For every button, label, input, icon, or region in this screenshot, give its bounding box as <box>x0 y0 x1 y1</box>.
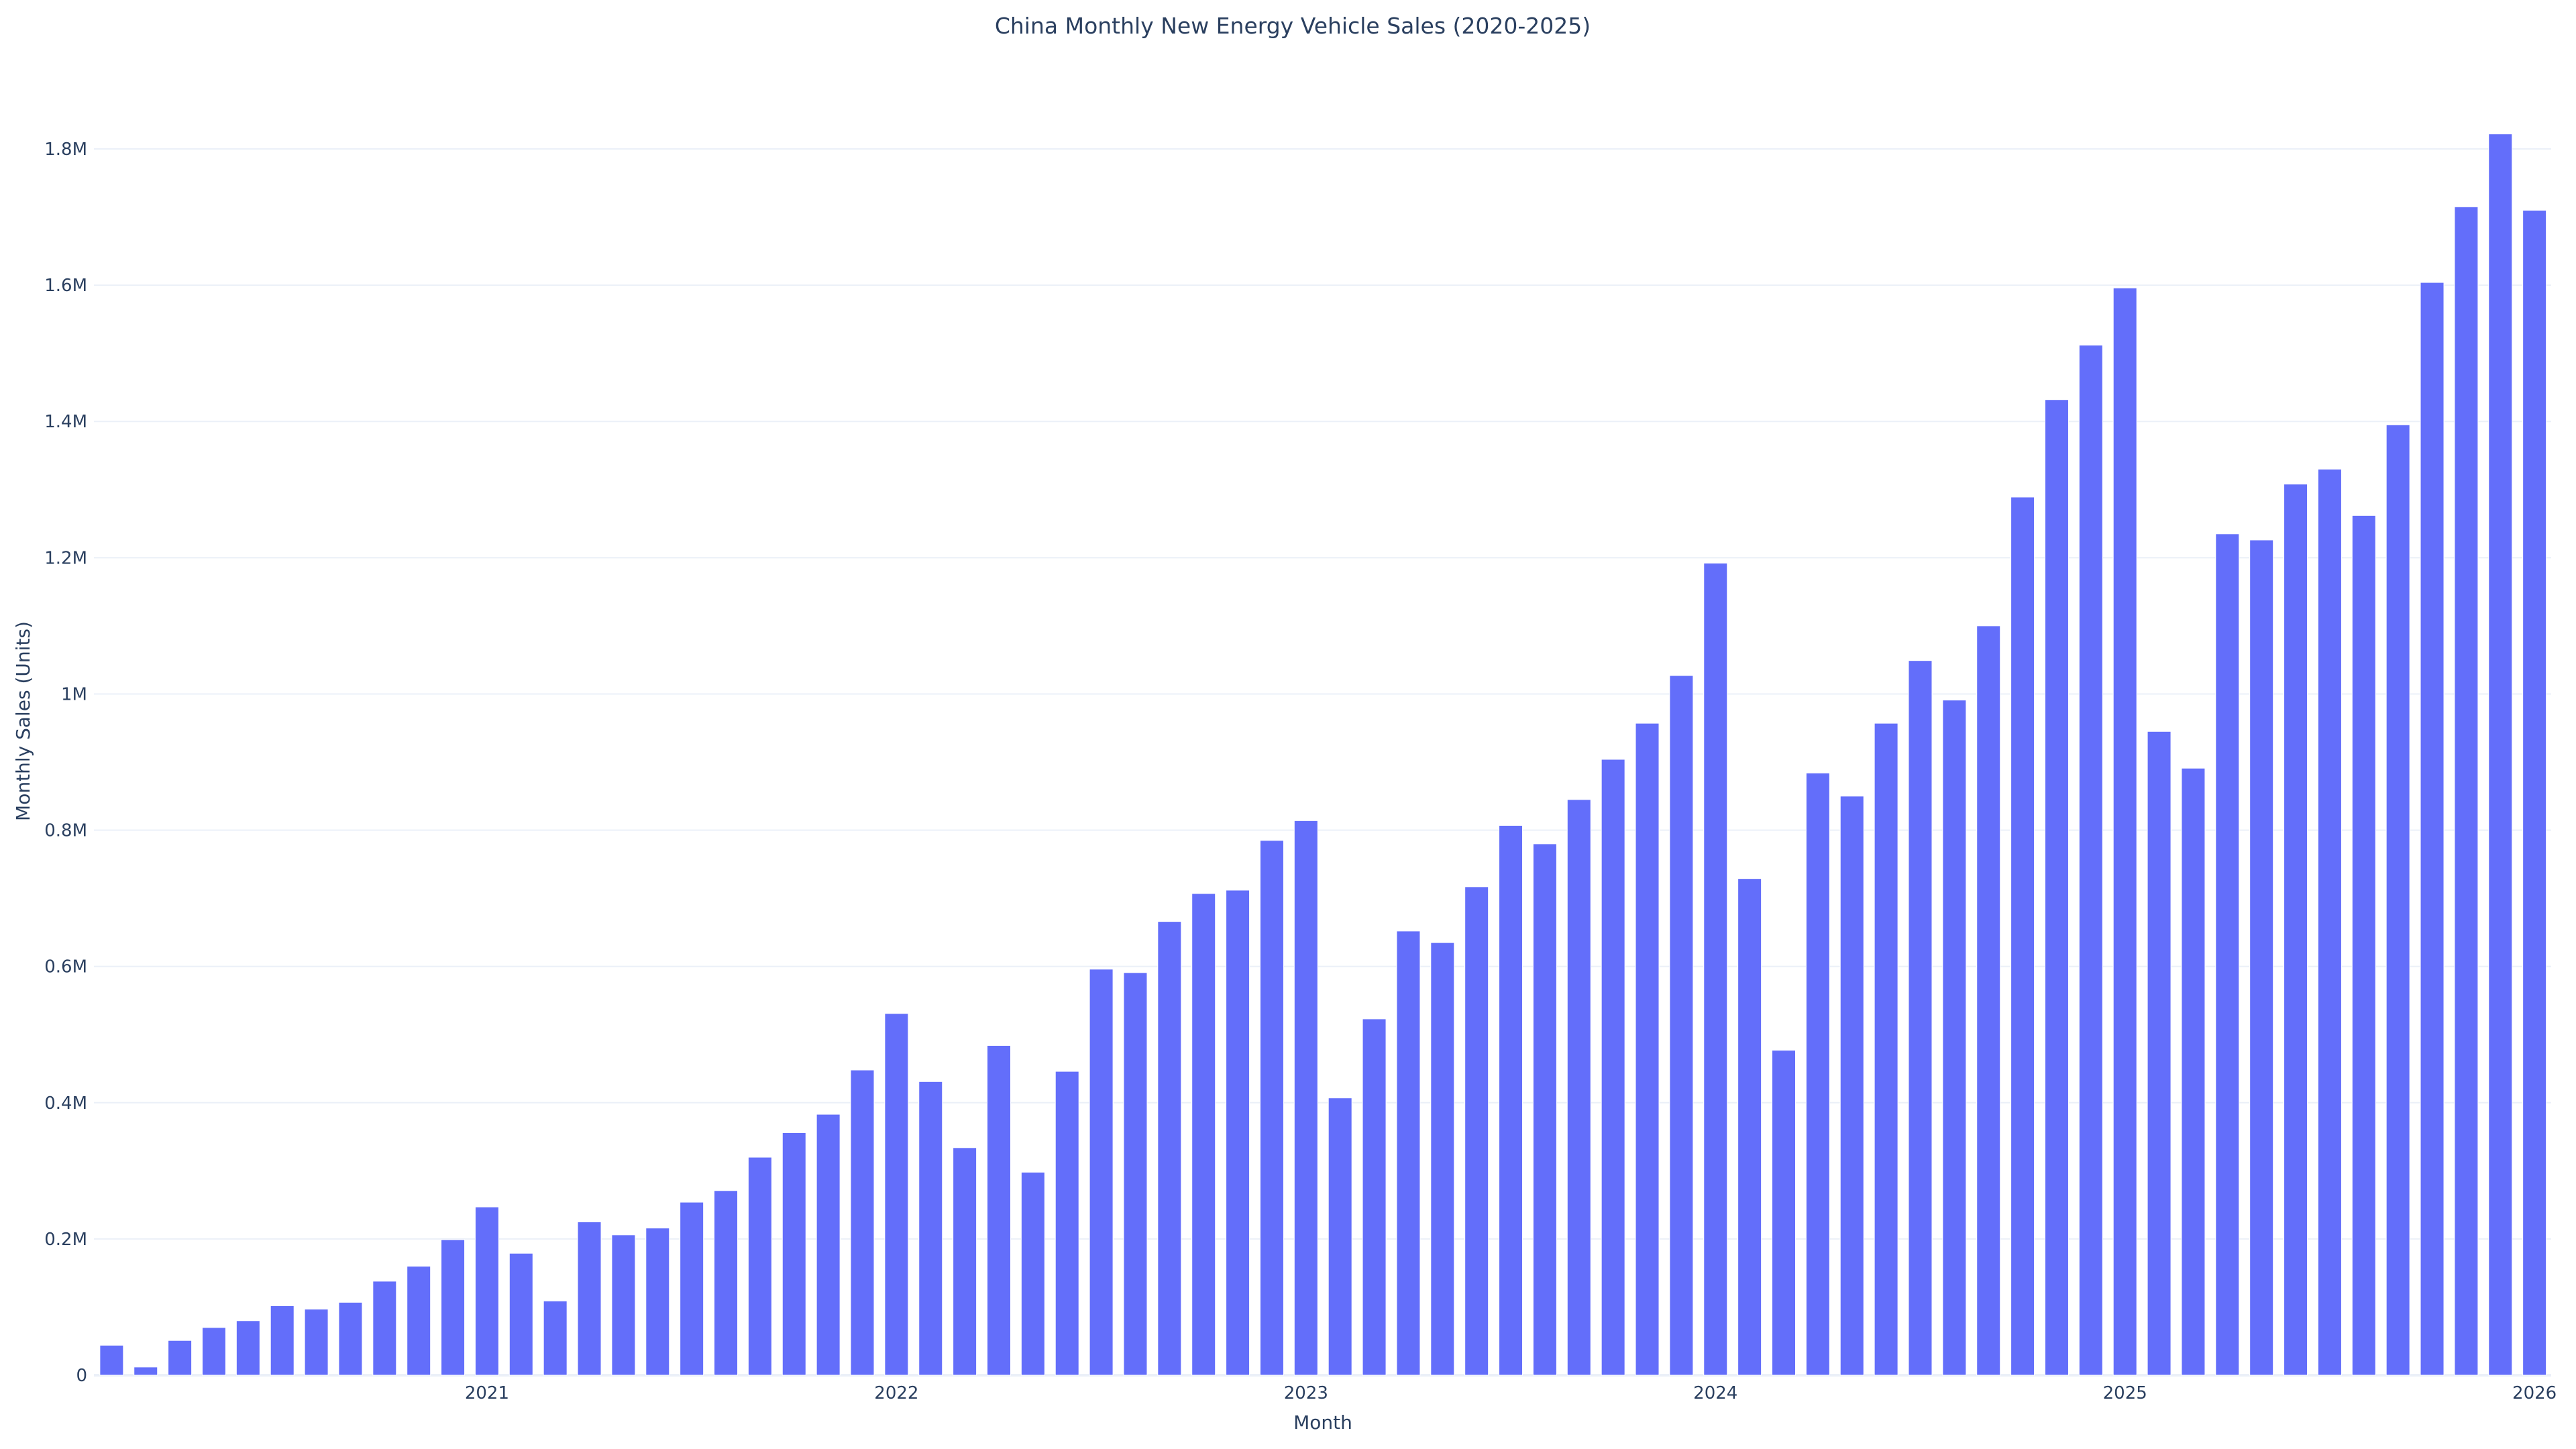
x-tick-label: 2026 <box>2512 1383 2557 1403</box>
bar <box>1908 660 1933 1376</box>
bar <box>1293 820 1318 1376</box>
bar <box>372 1281 397 1376</box>
gridlines <box>94 148 2551 1377</box>
bar <box>1430 942 1455 1376</box>
bar <box>1089 969 1114 1376</box>
bar <box>338 1301 363 1376</box>
bar <box>2249 539 2274 1376</box>
y-tick-label: 0.2M <box>44 1230 87 1250</box>
bar <box>2317 468 2342 1376</box>
bar <box>99 1344 124 1376</box>
chart-title: China Monthly New Energy Vehicle Sales (… <box>995 13 1591 39</box>
bar <box>680 1201 704 1376</box>
bar <box>611 1234 636 1376</box>
bar <box>645 1228 670 1376</box>
bar <box>1191 893 1216 1376</box>
bar <box>2215 533 2240 1376</box>
bar <box>1362 1018 1387 1376</box>
bar <box>1328 1097 1352 1376</box>
y-axis-title: Monthly Sales (Units) <box>12 621 34 821</box>
bar <box>1396 930 1421 1376</box>
bar <box>1055 1071 1079 1376</box>
bar <box>1703 562 1728 1376</box>
bars <box>99 133 2547 1376</box>
bar <box>1805 772 1830 1376</box>
bar <box>1566 799 1591 1376</box>
bar <box>1532 843 1557 1376</box>
y-axis-ticks: 0 0.2M 0.4M 0.6M 0.8M 1M 1.2M 1.4M 1.6M 1.8M <box>44 140 87 1386</box>
bar <box>850 1069 875 1376</box>
x-tick-label: 2023 <box>1284 1383 1328 1403</box>
bar <box>747 1157 772 1376</box>
bar <box>1601 759 1625 1376</box>
x-axis-ticks: 2021 2022 2023 2024 2025 2026 <box>465 1383 2557 1403</box>
bar <box>304 1308 329 1376</box>
bar <box>2454 206 2479 1376</box>
y-tick-label: 0.8M <box>44 821 87 841</box>
y-tick-label: 1.4M <box>44 412 87 432</box>
bar <box>1226 890 1250 1376</box>
y-tick-label: 0.6M <box>44 957 87 977</box>
bar <box>2147 731 2171 1376</box>
bar <box>2420 282 2445 1376</box>
bar <box>474 1206 499 1376</box>
bar <box>1737 878 1762 1376</box>
x-tick-label: 2025 <box>2103 1383 2147 1403</box>
bar <box>270 1305 294 1376</box>
bar <box>2112 287 2137 1376</box>
bar <box>2044 399 2069 1376</box>
bar <box>816 1114 841 1376</box>
bar <box>1635 722 1660 1376</box>
bar <box>2522 209 2547 1376</box>
bar <box>133 1366 158 1376</box>
x-tick-label: 2021 <box>465 1383 509 1403</box>
y-tick-label: 1.2M <box>44 548 87 568</box>
bar <box>235 1320 260 1376</box>
bar <box>2078 344 2103 1376</box>
bar <box>918 1081 943 1376</box>
bar <box>986 1044 1011 1376</box>
bar <box>1976 625 2001 1376</box>
bar <box>714 1190 739 1376</box>
x-tick-label: 2024 <box>1693 1383 1737 1403</box>
bar <box>2284 484 2308 1376</box>
bar <box>577 1222 602 1376</box>
bar <box>168 1340 193 1376</box>
bar <box>1157 921 1182 1376</box>
bar <box>1464 886 1489 1376</box>
bar <box>2385 424 2410 1376</box>
bar <box>884 1013 909 1376</box>
y-tick-label: 1.8M <box>44 140 87 160</box>
x-tick-label: 2022 <box>874 1383 918 1403</box>
bar <box>2010 496 2035 1376</box>
y-tick-label: 1.6M <box>44 276 87 296</box>
bar <box>953 1147 977 1376</box>
bar <box>1942 700 1967 1376</box>
bar <box>1772 1050 1796 1376</box>
bar <box>2181 767 2206 1376</box>
bar <box>2351 515 2376 1376</box>
bar <box>782 1132 806 1376</box>
bar <box>1123 972 1148 1376</box>
bar <box>508 1252 533 1376</box>
bar <box>407 1266 431 1376</box>
bar <box>543 1300 568 1376</box>
bar <box>441 1239 466 1376</box>
bar <box>1669 675 1694 1376</box>
bar <box>201 1327 226 1376</box>
bar <box>1020 1171 1045 1376</box>
bar <box>1259 840 1284 1376</box>
bar <box>1874 722 1898 1376</box>
bar <box>1499 824 1523 1376</box>
y-tick-label: 0.4M <box>44 1093 87 1114</box>
bar <box>1839 796 1864 1376</box>
y-tick-label: 1M <box>61 684 87 704</box>
bar <box>2488 133 2513 1376</box>
x-axis-title: Month <box>1293 1411 1352 1434</box>
y-tick-label: 0 <box>76 1366 87 1386</box>
